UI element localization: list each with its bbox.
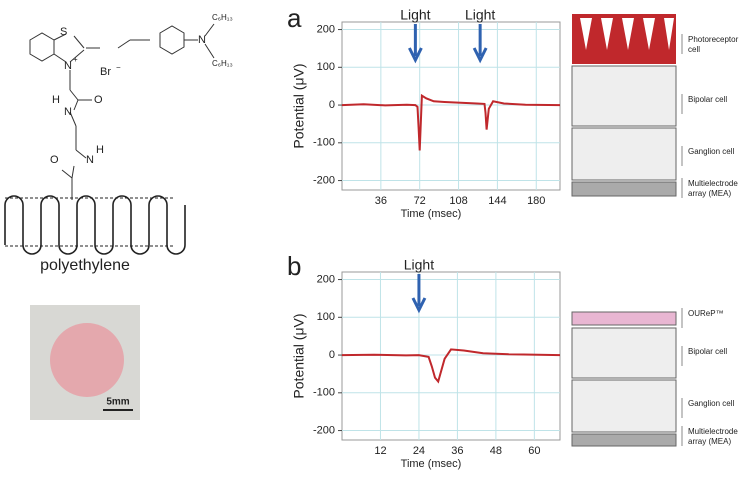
x-tick-label: 36 [375, 195, 387, 207]
retina-label: Multielectrode [688, 179, 738, 188]
retina-label: cell [688, 45, 700, 54]
y-tick-label: 100 [317, 311, 335, 323]
atom: N [64, 106, 72, 118]
plot-area [341, 271, 561, 441]
retina-label: array (MEA) [688, 189, 731, 198]
panel-label: a [287, 3, 302, 33]
plot-area [341, 21, 561, 191]
polymer-label: polyethylene [40, 257, 130, 274]
atom: O [94, 94, 103, 106]
y-tick-label: -200 [313, 174, 335, 186]
y-axis-label: Potential (μV) [291, 63, 307, 148]
annotation: Light [465, 7, 495, 23]
retina-label: Photoreceptor [688, 35, 739, 44]
x-tick-label: 144 [488, 195, 506, 207]
trace [341, 348, 561, 384]
x-axis-label: Time (msec) [401, 208, 462, 220]
x-tick-label: 48 [490, 445, 502, 457]
y-tick-label: -100 [313, 387, 335, 399]
film-disc [50, 323, 124, 397]
molecule [29, 23, 215, 200]
annotation: Light [404, 257, 434, 273]
retina-label: Ganglion cell [688, 399, 734, 408]
molecule-labels: S N + Br − N C₆H₁₃ C₆H₁₃ H N O O N H [50, 13, 233, 166]
retina-diagram-a [571, 14, 677, 197]
retina-diagram-b [571, 311, 677, 447]
annotation: Light [400, 7, 430, 23]
atom: O [50, 154, 59, 166]
charge: − [116, 63, 121, 72]
retina-label: Bipolar cell [688, 347, 727, 356]
group: C₆H₁₃ [212, 13, 233, 22]
x-tick-label: 24 [413, 445, 425, 457]
y-tick-label: -100 [313, 137, 335, 149]
charge: + [73, 55, 78, 64]
trace [341, 93, 561, 151]
atom: N [64, 60, 72, 72]
atom: N [86, 154, 94, 166]
arrow [408, 24, 423, 64]
retina-label: Multielectrode [688, 427, 738, 436]
y-tick-label: -200 [313, 424, 335, 436]
retina-label: OUReP™ [688, 309, 724, 318]
x-axis-label: Time (msec) [401, 458, 462, 470]
arrow [472, 24, 488, 64]
x-tick-label: 60 [528, 445, 540, 457]
y-tick-label: 100 [317, 61, 335, 73]
polyethylene-film [4, 195, 186, 255]
x-tick-label: 108 [449, 195, 467, 207]
x-tick-label: 12 [374, 445, 386, 457]
scale-label: 5mm [106, 397, 129, 408]
panel-label: b [287, 251, 301, 281]
x-tick-label: 180 [527, 195, 545, 207]
atom: S [60, 26, 67, 38]
retina-label: array (MEA) [688, 437, 731, 446]
x-tick-label: 72 [414, 195, 426, 207]
retina-label: Ganglion cell [688, 147, 734, 156]
atom: H [52, 94, 60, 106]
group: C₆H₁₃ [212, 59, 233, 68]
y-tick-label: 0 [329, 99, 335, 111]
arrow [411, 274, 427, 314]
atom: Br [100, 66, 111, 78]
x-tick-label: 36 [451, 445, 463, 457]
atom: N [198, 34, 206, 46]
atom: H [96, 144, 104, 156]
y-tick-label: 0 [329, 349, 335, 361]
y-tick-label: 200 [317, 273, 335, 285]
y-axis-label: Potential (μV) [291, 313, 307, 398]
y-tick-label: 200 [317, 23, 335, 35]
retina-label: Bipolar cell [688, 95, 727, 104]
